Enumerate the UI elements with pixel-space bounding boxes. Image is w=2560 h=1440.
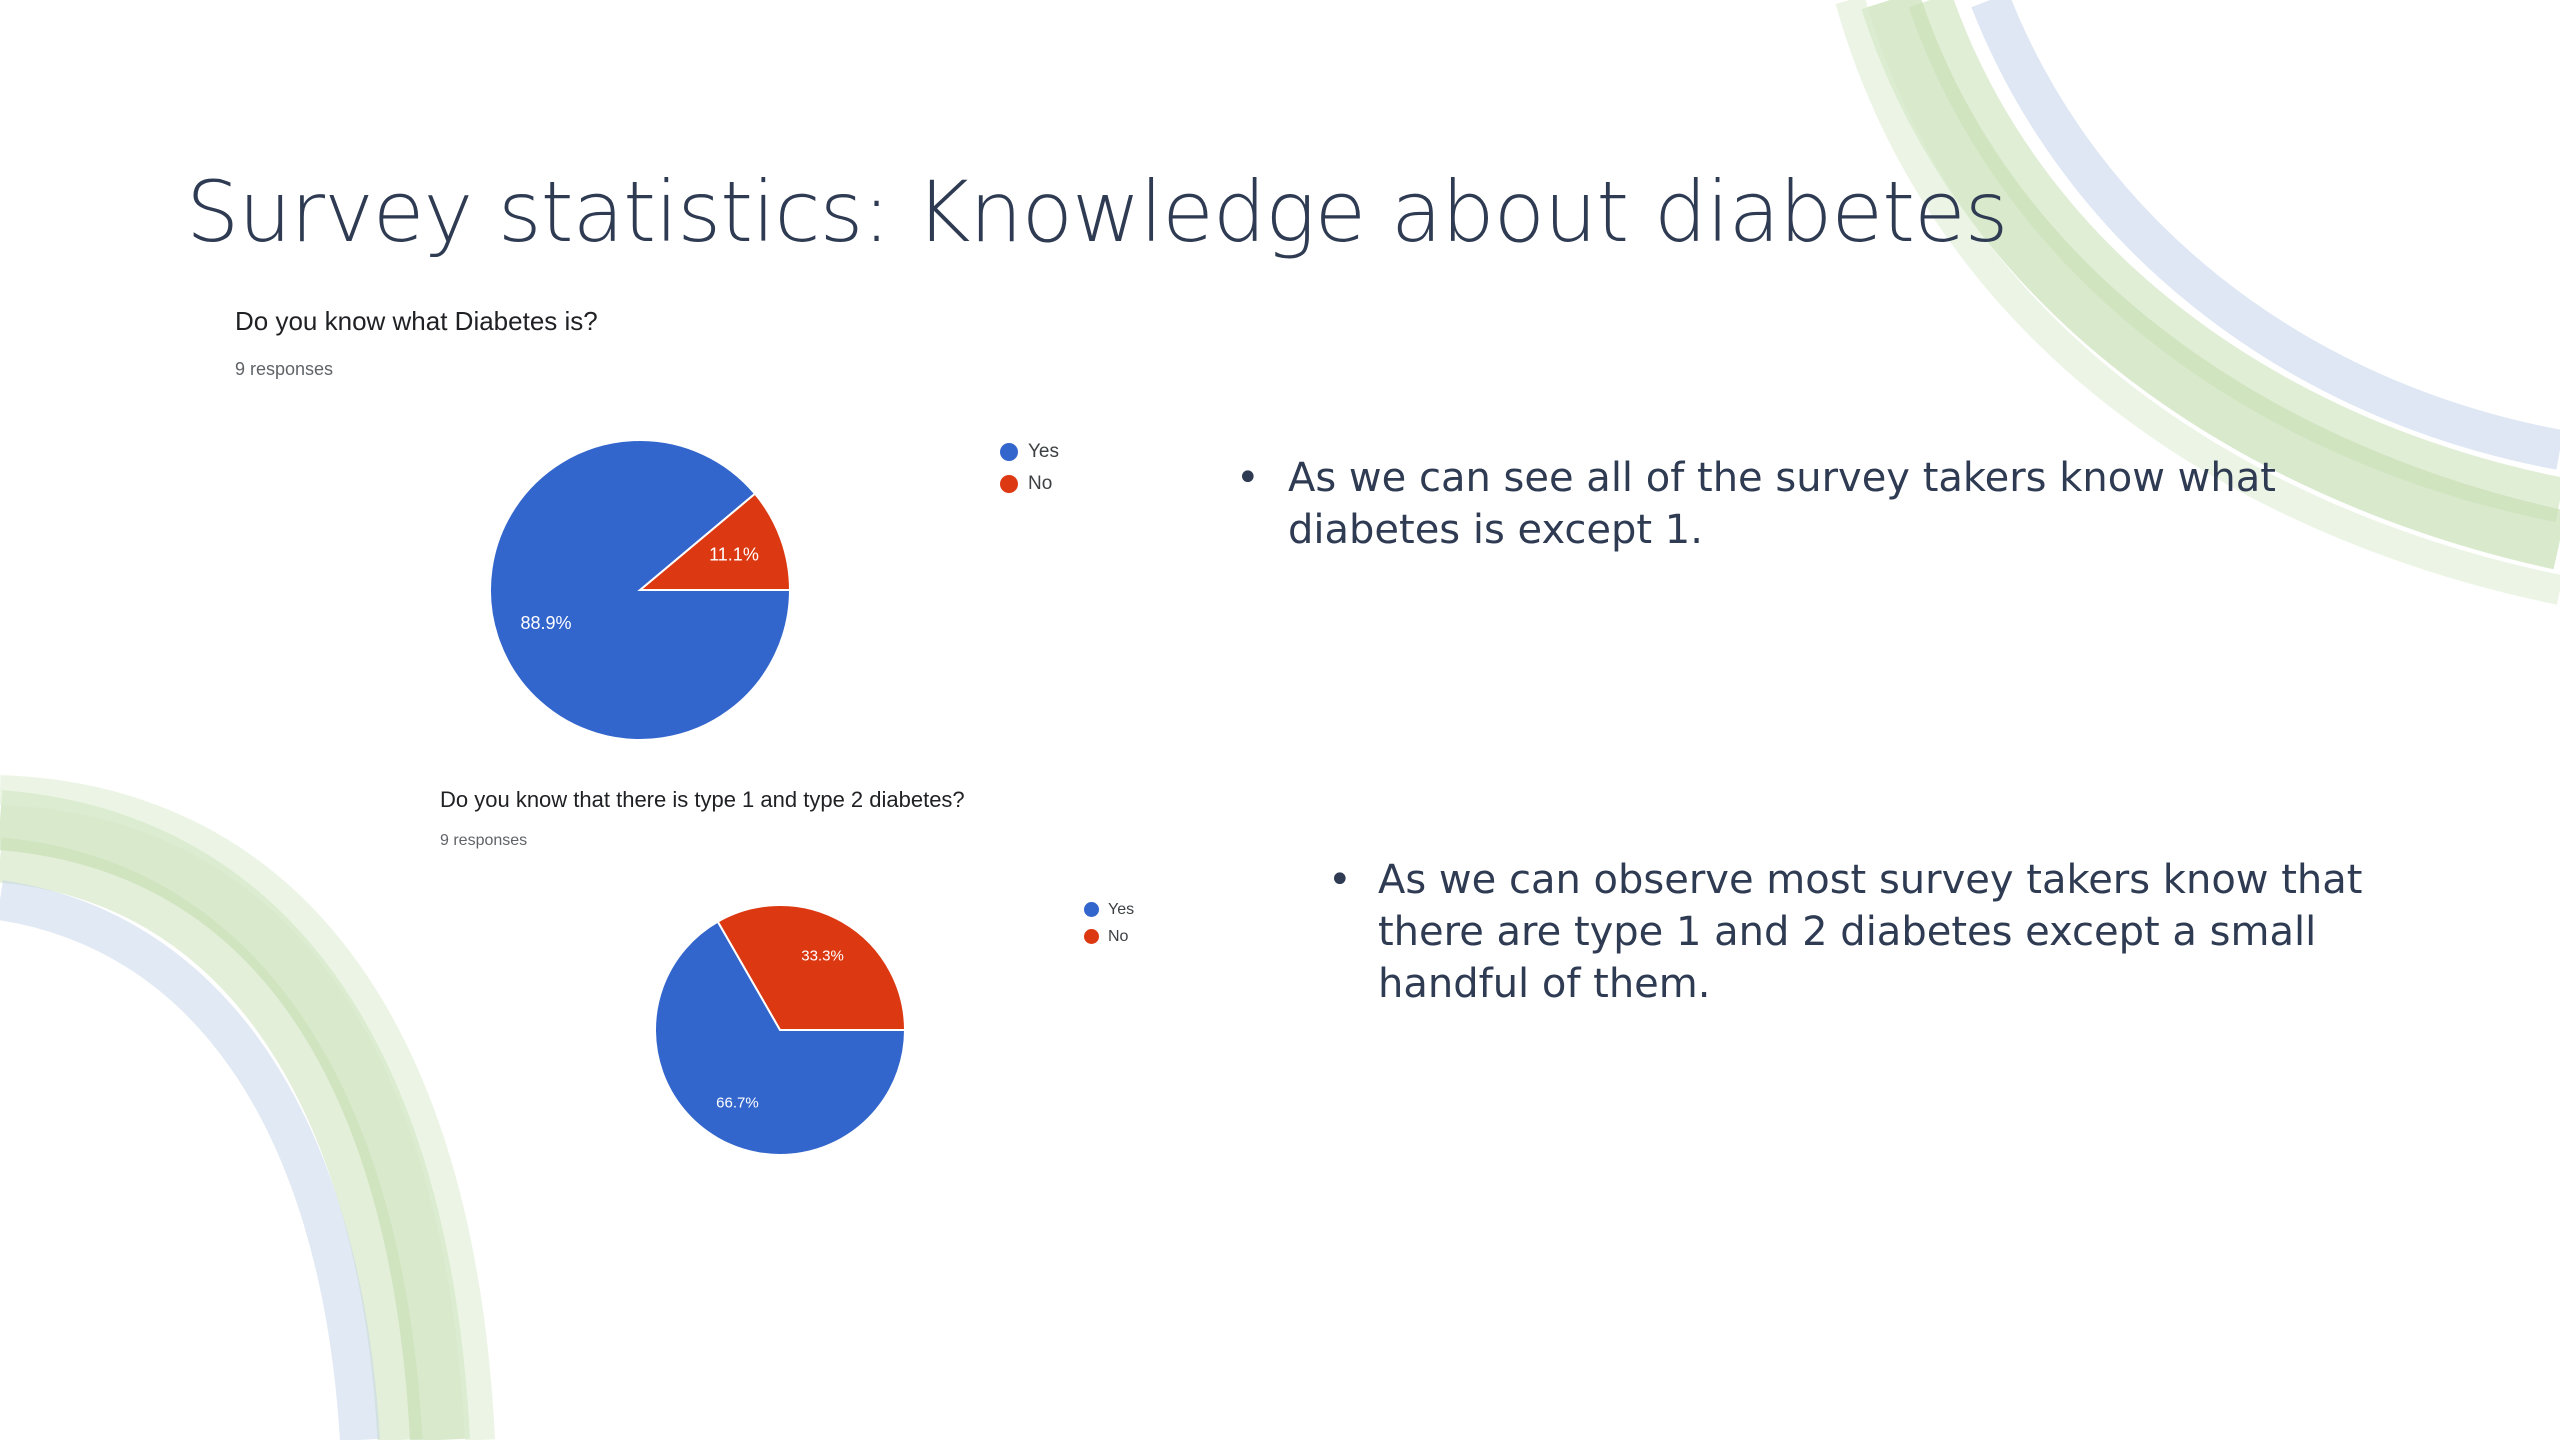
- chart-1-question: Do you know what Diabetes is?: [235, 306, 598, 336]
- legend-label-no: No: [1108, 927, 1129, 945]
- legend-swatch-no: [1000, 475, 1018, 493]
- chart-1-pie: 11.1% 88.9%: [489, 439, 792, 741]
- legend-item-no: No: [1084, 923, 1134, 950]
- legend-swatch-yes: [1000, 443, 1018, 461]
- chart-2-pie: 33.3% 66.7%: [654, 904, 907, 1156]
- chart-2-responses: 9 responses: [440, 832, 528, 849]
- pie-slice-yes: [489, 439, 792, 741]
- bullet-2-mark: •: [1328, 857, 1352, 903]
- bullet-2: • As we can observe most survey takers k…: [1328, 854, 2408, 1010]
- legend-label-yes: Yes: [1028, 441, 1059, 462]
- bullet-1-text: As we can see all of the survey takers k…: [1288, 455, 2276, 553]
- pie-slice-yes: [654, 920, 907, 1156]
- legend-item-no: No: [1000, 468, 1059, 500]
- legend-label-no: No: [1028, 473, 1053, 494]
- chart-1-legend: Yes No: [1000, 436, 1059, 500]
- slice-label-yes: 66.7%: [716, 1095, 759, 1112]
- chart-2-legend: Yes No: [1084, 896, 1134, 950]
- bullet-2-text: As we can observe most survey takers kno…: [1378, 857, 2363, 1007]
- bullet-1-mark: •: [1236, 455, 1260, 501]
- legend-item-yes: Yes: [1084, 896, 1134, 923]
- slice-label-no: 33.3%: [801, 947, 844, 964]
- pie-slice-no: [716, 904, 907, 1031]
- legend-swatch-no: [1084, 929, 1099, 944]
- slice-label-yes: 88.9%: [520, 613, 571, 633]
- slice-label-no: 11.1%: [709, 545, 759, 565]
- slide-title: Survey statistics: Knowledge about diabe…: [186, 163, 2008, 261]
- bullet-1: • As we can see all of the survey takers…: [1236, 452, 2316, 556]
- legend-swatch-yes: [1084, 902, 1099, 917]
- chart-2-question: Do you know that there is type 1 and typ…: [440, 787, 965, 812]
- legend-label-yes: Yes: [1108, 900, 1135, 918]
- pie-slice-no: [637, 492, 792, 591]
- chart-1-responses: 9 responses: [235, 359, 334, 379]
- legend-item-yes: Yes: [1000, 436, 1059, 468]
